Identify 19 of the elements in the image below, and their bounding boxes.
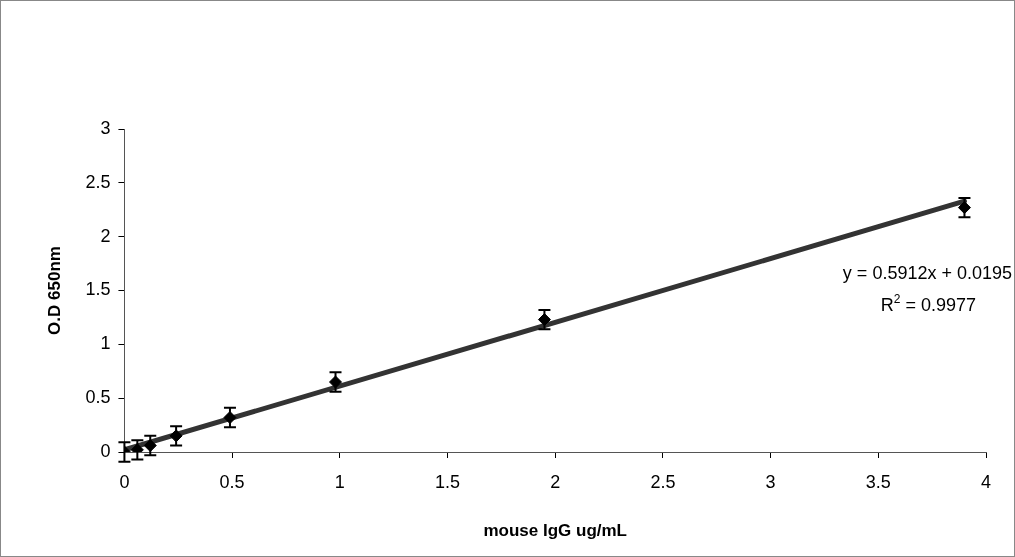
y-tick-label: 1.5 <box>85 279 111 300</box>
y-tick-label: 2.5 <box>85 171 111 192</box>
x-tick-label: 0 <box>119 471 130 492</box>
y-tick-label: 0.5 <box>85 387 111 408</box>
y-axis-title: O.D 650nm <box>44 246 64 335</box>
y-tick-label: 1 <box>100 333 111 354</box>
x-tick-label: 1 <box>334 471 345 492</box>
y-tick-label: 3 <box>100 117 111 138</box>
y-tick-label: 0 <box>100 440 111 461</box>
x-tick-label: 3.5 <box>865 471 891 492</box>
x-tick-label: 1.5 <box>435 471 461 492</box>
x-tick-label: 2 <box>550 471 561 492</box>
x-axis-title: mouse IgG ug/mL <box>483 521 627 541</box>
x-tick-label: 4 <box>980 471 992 492</box>
y-tick-label: 2 <box>100 225 111 246</box>
x-tick-label: 3 <box>765 471 776 492</box>
x-tick-label: 2.5 <box>650 471 676 492</box>
annotation: y = 0.5912x + 0.0195 <box>842 263 1012 283</box>
x-tick-label: 0.5 <box>219 471 245 492</box>
